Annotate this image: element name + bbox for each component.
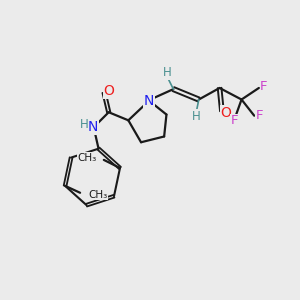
Text: O: O bbox=[220, 106, 232, 120]
Text: O: O bbox=[104, 84, 115, 98]
Text: CH₃: CH₃ bbox=[88, 190, 107, 200]
Text: N: N bbox=[88, 120, 98, 134]
Text: F: F bbox=[260, 80, 268, 93]
Text: H: H bbox=[192, 110, 201, 123]
Text: N: N bbox=[144, 94, 154, 108]
Text: H: H bbox=[80, 118, 88, 131]
Text: F: F bbox=[231, 114, 238, 127]
Text: H: H bbox=[163, 66, 172, 79]
Text: CH₃: CH₃ bbox=[77, 153, 96, 163]
Text: F: F bbox=[256, 109, 263, 122]
